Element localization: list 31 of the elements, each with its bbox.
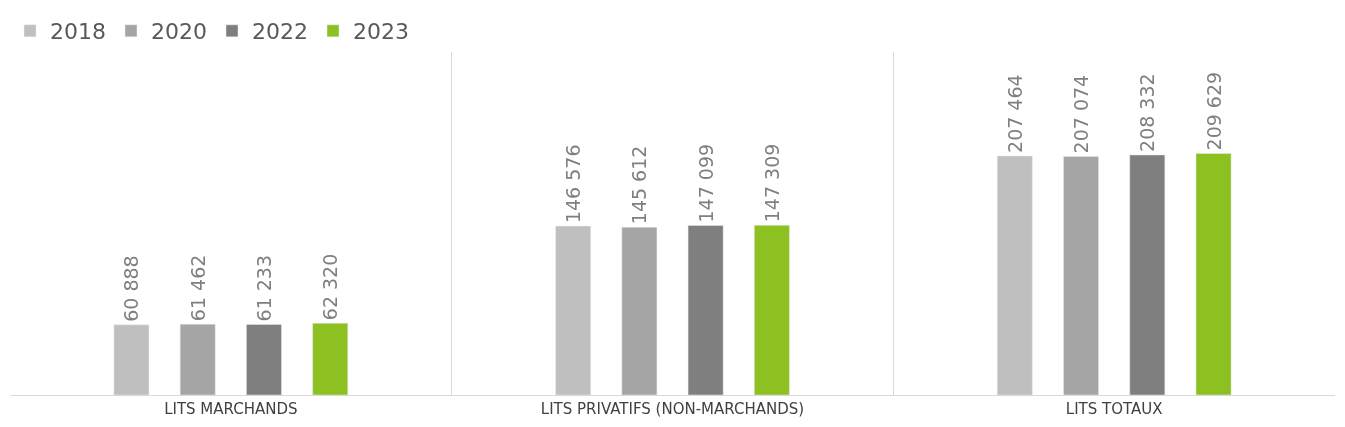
- data-label: 207 464: [1003, 74, 1026, 153]
- data-label: 147 099: [694, 143, 717, 223]
- data-label: 62 320: [319, 253, 342, 321]
- data-label: 61 462: [186, 254, 209, 322]
- data-label: 209 629: [1202, 71, 1225, 151]
- bar: [621, 226, 658, 395]
- bar: [996, 155, 1033, 395]
- legend-label: 2022: [252, 19, 308, 45]
- data-label: 146 576: [562, 144, 585, 224]
- bar: [179, 323, 216, 395]
- bar: [113, 324, 150, 395]
- data-label: 145 612: [628, 145, 651, 225]
- data-label: 147 309: [760, 143, 783, 223]
- data-label: 207 074: [1070, 74, 1093, 154]
- bar: [1195, 153, 1232, 395]
- bar: [754, 225, 790, 395]
- data-label: 208 332: [1136, 73, 1159, 152]
- bar: [555, 225, 591, 395]
- x-tick-label: LITS PRIVATIFS (NON-MARCHANDS): [540, 400, 805, 418]
- data-label: 60 888: [120, 255, 143, 322]
- bar: [687, 225, 724, 395]
- bar: [1063, 156, 1099, 395]
- legend-label: 2023: [353, 19, 409, 45]
- bar: [1129, 154, 1166, 395]
- x-tick-label: LITS TOTAUX: [1065, 400, 1163, 418]
- legend-label: 2018: [50, 19, 106, 45]
- bar: [312, 322, 349, 395]
- legend-label: 2020: [151, 19, 207, 45]
- data-label: 61 233: [252, 254, 275, 322]
- bar: [246, 324, 282, 395]
- x-tick-label: LITS MARCHANDS: [164, 400, 298, 418]
